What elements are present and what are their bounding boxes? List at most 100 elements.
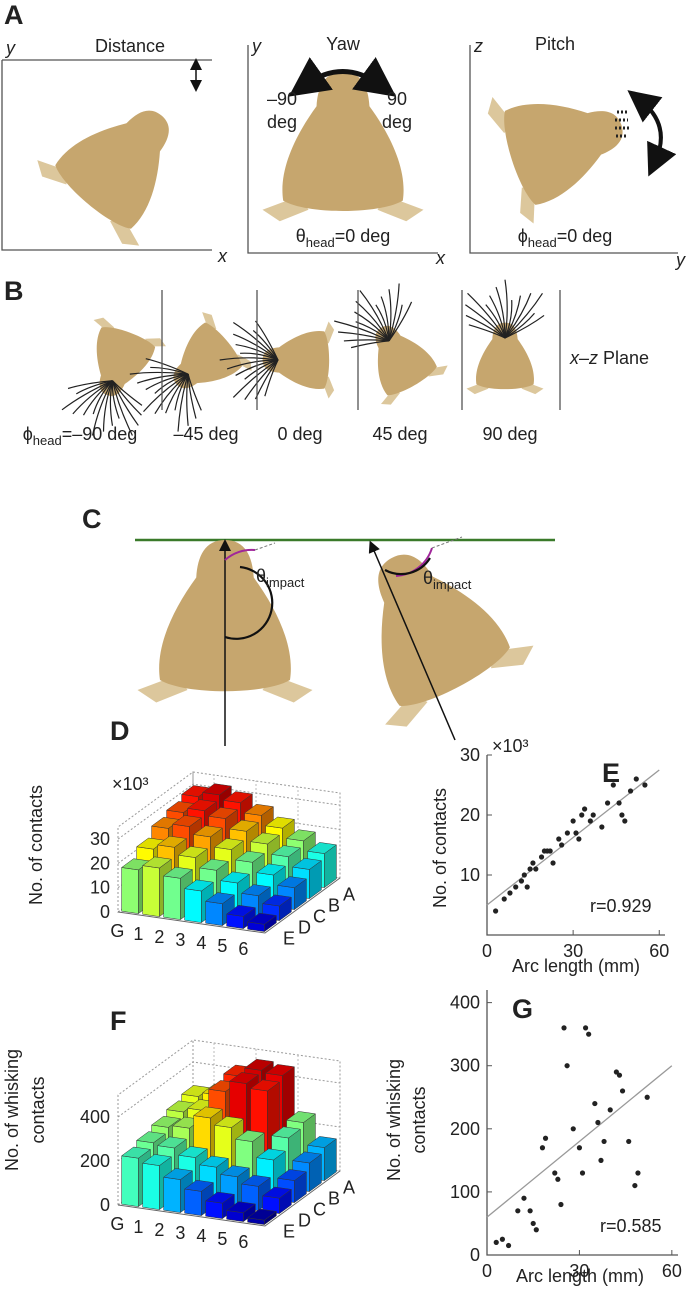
point [642, 782, 648, 788]
whisker [465, 314, 506, 339]
row-label: E [283, 1222, 295, 1242]
x-tick-label: G [110, 921, 124, 941]
whisker [143, 373, 189, 413]
bar-top [183, 1179, 215, 1192]
point [570, 818, 576, 824]
whisker [187, 374, 197, 419]
bar-top [249, 832, 281, 845]
point [530, 1220, 536, 1227]
whisker [504, 314, 545, 339]
x-tick-label: 0 [482, 1261, 492, 1281]
whisker [388, 283, 400, 342]
bar-front [163, 875, 181, 920]
bar [246, 1208, 278, 1226]
axis-label: x [217, 246, 228, 266]
y-tick-label: 30 [90, 829, 110, 849]
point [542, 1135, 549, 1141]
x-tick-label: 2 [154, 927, 164, 947]
angle-text: =–90 deg [62, 424, 138, 444]
head [151, 308, 256, 414]
whisker [355, 300, 390, 342]
point [610, 782, 616, 788]
x-tick-label: 6 [238, 1232, 248, 1252]
y-tick-label: 0 [100, 902, 110, 922]
bar-top [255, 863, 287, 876]
angle-arc [384, 557, 431, 576]
whisker [388, 289, 392, 342]
x-tick-label: 5 [217, 1229, 227, 1249]
whisker [244, 359, 279, 400]
bar-top [264, 1064, 296, 1076]
point [533, 1227, 539, 1233]
bar-front [184, 888, 202, 923]
bar-front [205, 1200, 223, 1219]
whisker [495, 286, 506, 339]
row-label: A [343, 1178, 355, 1198]
multiplier: ×10³ [112, 774, 149, 794]
bar-top [261, 894, 293, 907]
bar-top [285, 1111, 317, 1123]
plane-label: x–z Plane [569, 348, 649, 368]
symbol: θ [256, 566, 266, 586]
point [552, 1170, 558, 1176]
axis-box [469, 45, 678, 254]
angle-label: 0 deg [277, 424, 322, 444]
bar-top [291, 1151, 323, 1164]
head-axis [368, 540, 456, 741]
point [527, 1208, 533, 1214]
point [633, 776, 639, 782]
bar-top [162, 866, 194, 879]
x-tick-label: 1 [133, 924, 143, 944]
point [604, 800, 611, 806]
row-label: D [298, 1211, 311, 1231]
bar-top [246, 1208, 278, 1221]
wall [117, 1039, 194, 1206]
bar-top [234, 1130, 266, 1142]
point [616, 800, 622, 806]
point [559, 842, 565, 848]
x-axis-label: Arc length (mm) [516, 1266, 644, 1286]
point [539, 1145, 546, 1151]
angle-text: =0 deg [335, 226, 391, 246]
tangent [431, 536, 463, 549]
point [601, 1138, 607, 1145]
separator [161, 290, 561, 410]
y-axis-label: No. of whisking [2, 1049, 22, 1171]
panel-title: Yaw [326, 34, 361, 54]
whisker [129, 371, 189, 375]
angle-label: deg [267, 112, 297, 132]
point [524, 884, 530, 890]
bar-top [243, 1058, 275, 1071]
floor [117, 877, 341, 934]
bar-top [276, 876, 308, 889]
row-label: B [328, 1189, 340, 1209]
bar-top [225, 904, 257, 917]
panel-label: G [512, 994, 533, 1024]
angle-label: 45 deg [372, 424, 427, 444]
bar-top [246, 912, 278, 925]
angle-label: deg [382, 112, 412, 132]
point [590, 812, 596, 818]
bar-top [240, 1174, 272, 1187]
floor [117, 1170, 341, 1227]
bar-top [243, 803, 275, 816]
point [644, 1094, 650, 1100]
head-group [465, 279, 545, 395]
head-row [61, 279, 545, 436]
angle-label: 90 [387, 89, 407, 109]
point [533, 866, 539, 872]
whisker [226, 359, 279, 370]
x-axis-label: Arc length (mm) [512, 956, 640, 976]
bar-top [198, 1155, 230, 1168]
y-axis-label: No. of contacts [26, 785, 46, 905]
point [507, 890, 513, 896]
x-tick-label: 4 [196, 1226, 206, 1246]
whisker [186, 374, 189, 426]
row-label: D [298, 918, 311, 938]
axis-label: z [473, 36, 483, 56]
bar-top [213, 838, 245, 850]
angle-arc [224, 565, 274, 640]
plane-text: Plane [603, 348, 649, 368]
